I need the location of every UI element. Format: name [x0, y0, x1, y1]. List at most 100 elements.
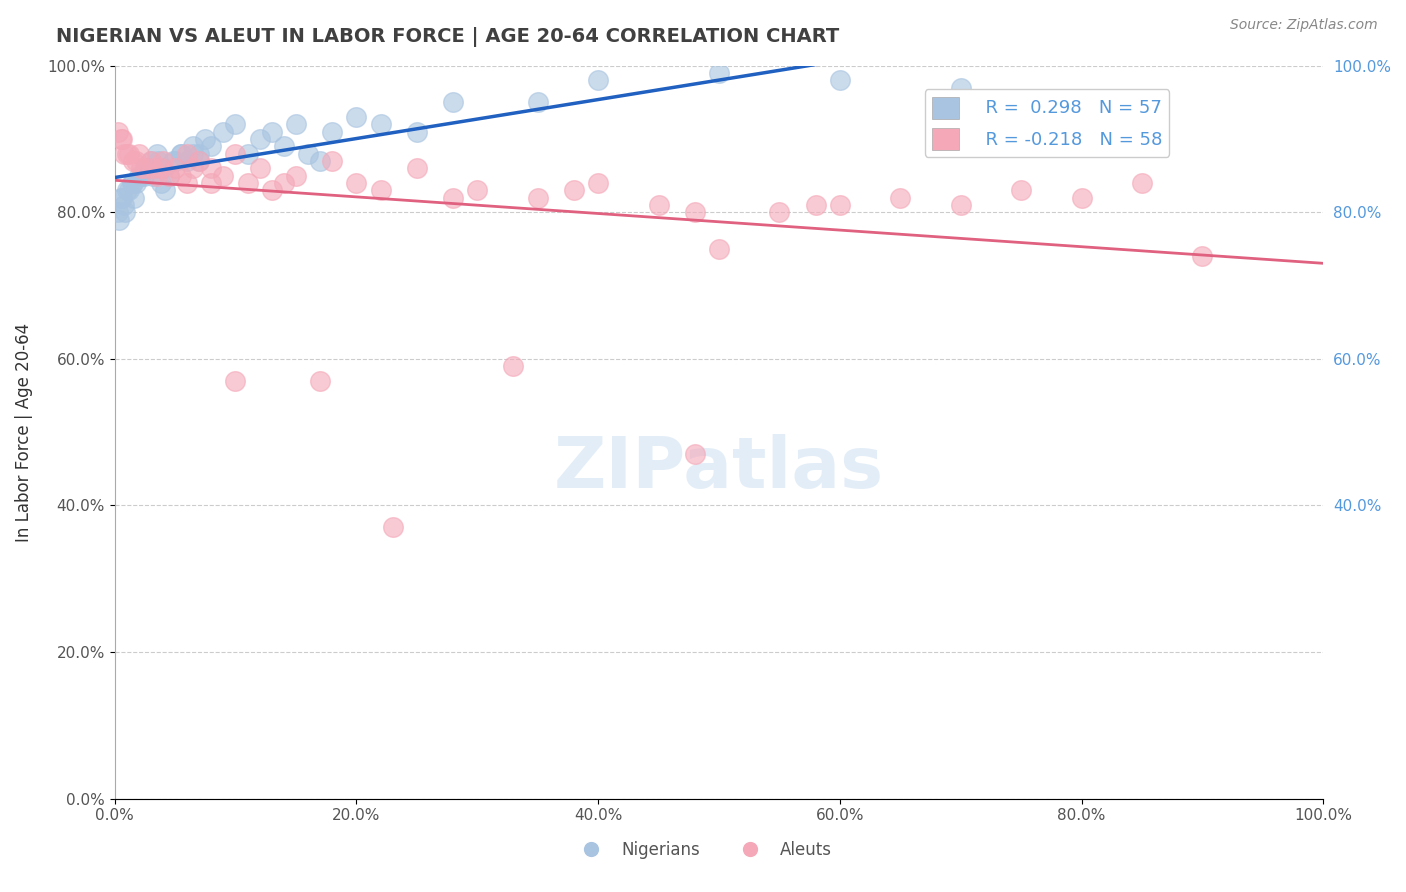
- Point: [111, 190, 134, 204]
- Point: [441, 95, 464, 110]
- Point: [273, 139, 295, 153]
- Point: [142, 169, 165, 183]
- Point: [129, 161, 152, 176]
- Point: [110, 132, 132, 146]
- Point: [181, 139, 204, 153]
- Point: [370, 117, 392, 131]
- Point: [405, 125, 427, 139]
- Point: [1010, 183, 1032, 197]
- Point: [647, 198, 669, 212]
- Point: [526, 95, 548, 110]
- Point: [139, 153, 162, 168]
- Text: ZIPatlas: ZIPatlas: [554, 434, 884, 503]
- Point: [107, 205, 129, 219]
- Point: [224, 374, 246, 388]
- Point: [138, 161, 160, 176]
- Point: [181, 146, 204, 161]
- Point: [188, 146, 211, 161]
- Point: [142, 161, 165, 176]
- Point: [309, 374, 332, 388]
- Point: [115, 146, 138, 161]
- Point: [1130, 176, 1153, 190]
- Point: [121, 176, 143, 190]
- Point: [236, 146, 259, 161]
- Point: [134, 161, 156, 176]
- Point: [200, 176, 222, 190]
- Point: [176, 176, 198, 190]
- Point: [405, 161, 427, 176]
- Point: [108, 212, 131, 227]
- Point: [804, 198, 827, 212]
- Point: [586, 176, 609, 190]
- Point: [768, 205, 790, 219]
- Point: [381, 520, 404, 534]
- Point: [224, 117, 246, 131]
- Point: [176, 146, 198, 161]
- Point: [170, 146, 193, 161]
- Point: [128, 146, 150, 161]
- Point: [707, 242, 730, 256]
- Point: [134, 161, 156, 176]
- Point: [465, 183, 488, 197]
- Legend:   R =  0.298   N = 57,   R = -0.218   N = 58: R = 0.298 N = 57, R = -0.218 N = 58: [925, 89, 1170, 157]
- Text: Source: ZipAtlas.com: Source: ZipAtlas.com: [1230, 18, 1378, 32]
- Point: [949, 198, 972, 212]
- Point: [370, 183, 392, 197]
- Point: [112, 146, 135, 161]
- Point: [188, 153, 211, 168]
- Point: [828, 73, 851, 87]
- Point: [121, 153, 143, 168]
- Point: [344, 110, 367, 124]
- Point: [236, 176, 259, 190]
- Point: [194, 132, 217, 146]
- Point: [889, 190, 911, 204]
- Point: [145, 161, 167, 176]
- Point: [273, 176, 295, 190]
- Point: [132, 169, 155, 183]
- Point: [162, 153, 184, 168]
- Point: [125, 153, 148, 168]
- Point: [157, 169, 180, 183]
- Point: [284, 169, 307, 183]
- Point: [321, 125, 343, 139]
- Point: [163, 161, 186, 176]
- Point: [212, 125, 235, 139]
- Point: [146, 153, 169, 168]
- Point: [122, 190, 145, 204]
- Point: [344, 176, 367, 190]
- Point: [135, 161, 157, 176]
- Point: [586, 73, 609, 87]
- Y-axis label: In Labor Force | Age 20-64: In Labor Force | Age 20-64: [15, 323, 32, 541]
- Point: [115, 183, 138, 197]
- Legend: Nigerians, Aleuts: Nigerians, Aleuts: [568, 835, 838, 866]
- Point: [297, 146, 319, 161]
- Point: [284, 117, 307, 131]
- Point: [212, 169, 235, 183]
- Point: [149, 176, 172, 190]
- Point: [152, 161, 174, 176]
- Point: [112, 198, 135, 212]
- Point: [309, 153, 332, 168]
- Point: [155, 183, 177, 197]
- Point: [200, 161, 222, 176]
- Point: [118, 183, 141, 197]
- Point: [125, 176, 148, 190]
- Point: [107, 125, 129, 139]
- Point: [200, 139, 222, 153]
- Point: [249, 132, 271, 146]
- Point: [441, 190, 464, 204]
- Point: [683, 447, 706, 461]
- Point: [118, 146, 141, 161]
- Point: [121, 176, 143, 190]
- Point: [707, 66, 730, 80]
- Point: [163, 153, 186, 168]
- Point: [146, 169, 169, 183]
- Point: [149, 161, 172, 176]
- Point: [146, 146, 169, 161]
- Point: [128, 169, 150, 183]
- Point: [188, 153, 211, 168]
- Point: [526, 190, 548, 204]
- Point: [249, 161, 271, 176]
- Point: [139, 153, 162, 168]
- Point: [260, 125, 283, 139]
